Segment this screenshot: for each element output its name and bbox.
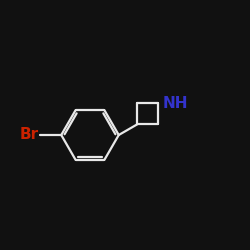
Text: NH: NH [162,96,188,110]
Text: Br: Br [19,127,38,142]
